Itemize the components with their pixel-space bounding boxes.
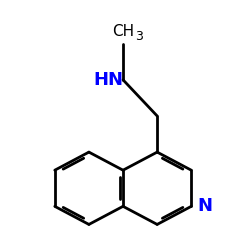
Text: N: N [198, 197, 212, 215]
Text: CH: CH [112, 24, 134, 39]
Text: 3: 3 [135, 30, 143, 43]
Text: HN: HN [93, 71, 123, 89]
